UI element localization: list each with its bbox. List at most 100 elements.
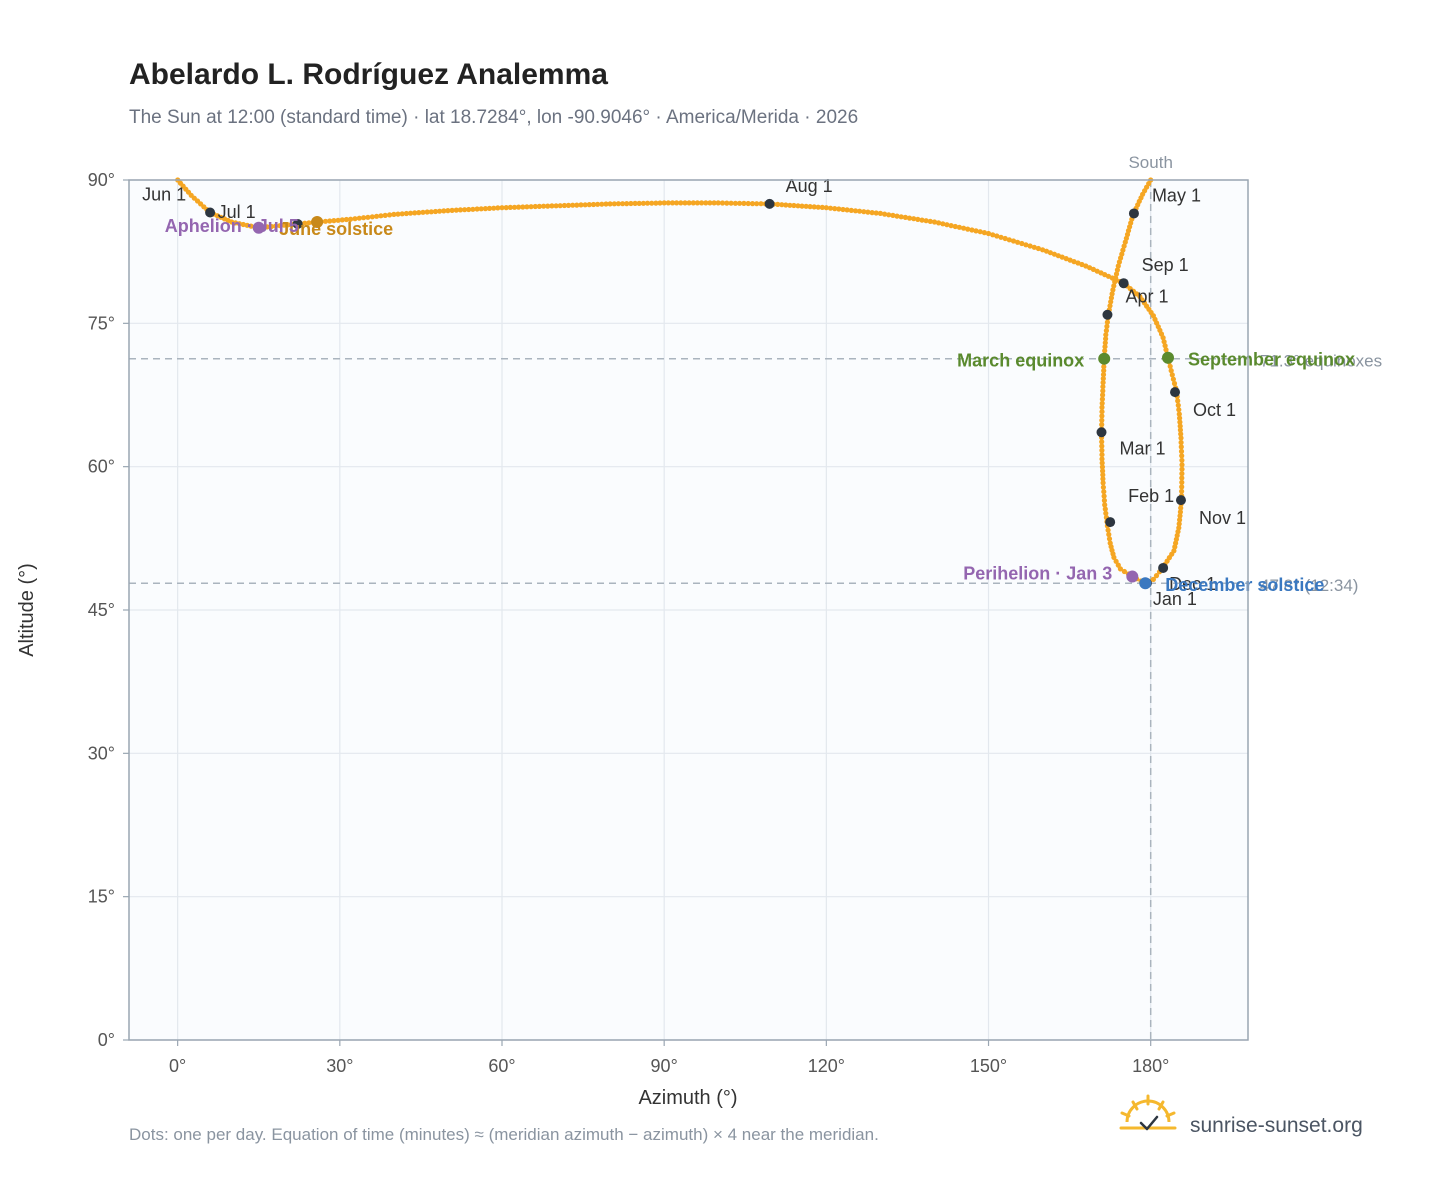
daily-dot	[699, 200, 705, 206]
daily-dot	[840, 206, 846, 213]
y-tick-label: 30°	[88, 743, 115, 763]
daily-dot	[1179, 479, 1185, 485]
daily-dot	[361, 215, 367, 221]
daily-dot	[536, 203, 543, 209]
daily-dot	[407, 210, 414, 216]
daily-dot	[657, 200, 663, 206]
daily-dot	[1171, 380, 1178, 387]
daily-dot	[661, 200, 667, 206]
daily-dot	[356, 215, 362, 221]
daily-dot	[1177, 513, 1183, 519]
daily-dot	[1150, 576, 1156, 583]
daily-dot	[1059, 254, 1065, 260]
daily-dot	[719, 200, 726, 206]
daily-dot	[432, 208, 439, 215]
daily-dot	[281, 222, 287, 228]
month-label: Mar 1	[1120, 438, 1166, 458]
daily-dot	[1160, 335, 1166, 341]
daily-dot	[961, 225, 967, 231]
daily-dot	[229, 219, 235, 225]
event-label: June solstice	[279, 219, 393, 239]
daily-dot	[1101, 489, 1107, 495]
daily-dot	[1002, 235, 1008, 242]
daily-dot	[1099, 422, 1105, 428]
daily-dot	[511, 204, 518, 210]
reference-lines: South 71.3° equinoxes 47.8° (12:34)	[129, 153, 1382, 1040]
daily-dot	[1023, 242, 1029, 248]
daily-dot	[503, 205, 509, 211]
daily-dot	[1104, 323, 1110, 329]
daily-dot	[669, 200, 676, 206]
daily-dot	[994, 233, 1000, 239]
daily-dot	[306, 220, 312, 226]
daily-dot	[1115, 263, 1121, 269]
daily-dot	[1063, 256, 1069, 262]
x-tick-label: 180°	[1132, 1056, 1169, 1076]
month-dot	[1128, 208, 1139, 219]
daily-dot	[1170, 376, 1176, 382]
daily-dot	[940, 221, 946, 227]
month-label: Sep 1	[1142, 255, 1189, 275]
daily-dot	[1124, 231, 1131, 238]
daily-dot	[586, 202, 592, 208]
daily-dot	[1179, 453, 1185, 459]
daily-dot	[894, 213, 900, 219]
daily-dot	[1179, 475, 1185, 481]
daily-dot	[823, 205, 829, 211]
daily-dot	[1178, 448, 1185, 454]
footer-note: Dots: one per day. Equation of time (min…	[129, 1125, 879, 1144]
daily-dot	[520, 204, 526, 210]
month-label: Dec 1	[1169, 574, 1216, 594]
daily-dot	[1103, 332, 1109, 338]
daily-dot	[1178, 444, 1184, 450]
daily-dot	[1100, 372, 1107, 378]
daily-dot	[1176, 407, 1182, 413]
daily-dot	[1179, 457, 1185, 463]
daily-dot	[449, 207, 455, 213]
daily-dot	[998, 234, 1004, 240]
month-dot	[1118, 278, 1129, 289]
x-axis-ticks: 0° 30° 60° 90° 120° 150° 180°	[169, 1040, 1169, 1076]
daily-dot	[1099, 409, 1105, 415]
y-tick-label: 45°	[88, 600, 115, 620]
brand-name: sunrise-sunset.org	[1190, 1114, 1363, 1137]
daily-dot	[1101, 493, 1107, 499]
daily-dot	[819, 204, 825, 210]
daily-dot	[1100, 472, 1106, 478]
month-dot	[292, 218, 303, 229]
daily-dot	[1006, 237, 1012, 243]
daily-dot	[1015, 239, 1021, 245]
daily-dot	[624, 201, 630, 207]
daily-dot	[437, 208, 443, 214]
daily-dot	[1109, 291, 1115, 297]
daily-dot	[1107, 303, 1113, 309]
daily-dot	[445, 208, 451, 214]
x-tick-label: 0°	[169, 1056, 186, 1076]
daily-dot	[391, 211, 397, 217]
daily-dot	[1178, 435, 1184, 441]
daily-dot	[1121, 243, 1127, 249]
daily-dot	[1167, 363, 1173, 369]
event-dot	[311, 216, 324, 229]
daily-dot	[1099, 396, 1105, 402]
daily-dot	[686, 200, 692, 206]
daily-dot	[545, 203, 551, 209]
daily-dot	[758, 201, 764, 207]
daily-dot	[1099, 417, 1105, 423]
month-label: Jul 1	[218, 202, 256, 222]
daily-dot	[491, 205, 497, 211]
daily-dot	[985, 230, 992, 237]
daily-dot	[732, 200, 739, 206]
daily-dot	[703, 200, 709, 206]
daily-dot	[861, 209, 867, 215]
daily-dot	[906, 215, 913, 221]
daily-dot	[724, 200, 730, 206]
daily-dot	[268, 223, 274, 230]
daily-dot	[745, 200, 751, 207]
daily-dot	[273, 223, 279, 229]
daily-dot	[815, 204, 821, 210]
daily-dot	[644, 200, 651, 206]
daily-dot	[578, 202, 584, 208]
daily-dot	[965, 226, 971, 232]
daily-dot	[395, 211, 401, 217]
